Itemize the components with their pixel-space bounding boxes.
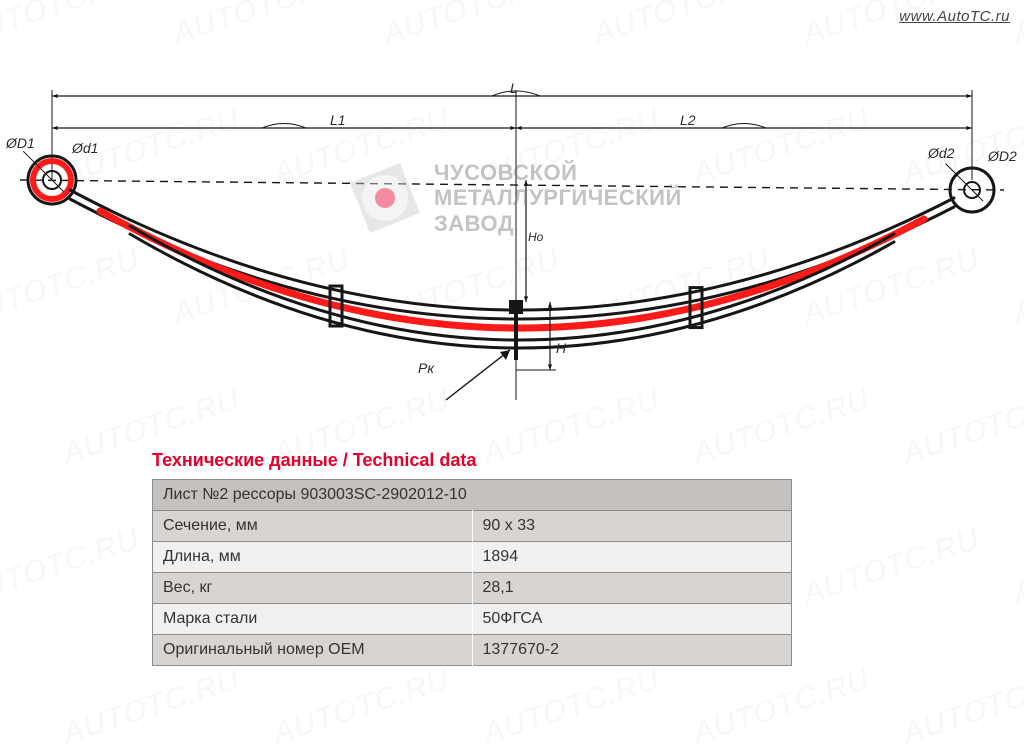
table-row: Оригинальный номер OEM1377670-2 xyxy=(153,635,792,666)
table-cell-value: 1894 xyxy=(472,542,792,573)
source-url: www.AutoTC.ru xyxy=(899,8,1010,25)
dim-D1: ØD1 xyxy=(6,135,35,151)
logo-disc-icon xyxy=(350,163,420,233)
dim-H: H xyxy=(556,340,566,356)
dim-d1: Ød1 xyxy=(72,140,98,156)
table-cell-value: 28,1 xyxy=(472,573,792,604)
table-header-row: Лист №2 рессоры 903003SC-2902012-10 xyxy=(153,480,792,511)
dim-Pk: Pк xyxy=(418,360,434,376)
table-cell-label: Марка стали xyxy=(153,604,473,635)
table-cell-label: Сечение, мм xyxy=(153,511,473,542)
dim-Ho: Ho xyxy=(528,230,543,244)
logo-line-3: ЗАВОД xyxy=(434,211,682,236)
table-cell-value: 90 х 33 xyxy=(472,511,792,542)
dim-d2: Ød2 xyxy=(928,145,954,161)
table-row: Сечение, мм90 х 33 xyxy=(153,511,792,542)
logo-text: ЧУСОВСКОЙ МЕТАЛЛУРГИЧЕСКИЙ ЗАВОД xyxy=(434,160,682,236)
table-row: Длина, мм1894 xyxy=(153,542,792,573)
table-cell-value: 50ФГСА xyxy=(472,604,792,635)
dim-L1: L1 xyxy=(330,112,346,128)
manufacturer-logo: ЧУСОВСКОЙ МЕТАЛЛУРГИЧЕСКИЙ ЗАВОД xyxy=(350,160,682,236)
technical-data-block: Технические данные / Technical data Лист… xyxy=(152,450,792,666)
table-row: Вес, кг28,1 xyxy=(153,573,792,604)
table-title: Технические данные / Technical data xyxy=(152,450,792,471)
technical-data-table: Лист №2 рессоры 903003SC-2902012-10 Сече… xyxy=(152,479,792,666)
table-cell-label: Оригинальный номер OEM xyxy=(153,635,473,666)
dim-D2: ØD2 xyxy=(988,148,1017,164)
table-cell-label: Вес, кг xyxy=(153,573,473,604)
dim-L2: L2 xyxy=(680,112,696,128)
table-row: Марка стали50ФГСА xyxy=(153,604,792,635)
table-cell-value: 1377670-2 xyxy=(472,635,792,666)
logo-line-1: ЧУСОВСКОЙ xyxy=(434,160,682,185)
logo-line-2: МЕТАЛЛУРГИЧЕСКИЙ xyxy=(434,185,682,210)
dim-L: L xyxy=(510,80,518,96)
table-header-cell: Лист №2 рессоры 903003SC-2902012-10 xyxy=(153,480,792,511)
spring-leaf-diagram: ЧУСОВСКОЙ МЕТАЛЛУРГИЧЕСКИЙ ЗАВОД L L1 L2… xyxy=(0,30,1024,410)
table-cell-label: Длина, мм xyxy=(153,542,473,573)
